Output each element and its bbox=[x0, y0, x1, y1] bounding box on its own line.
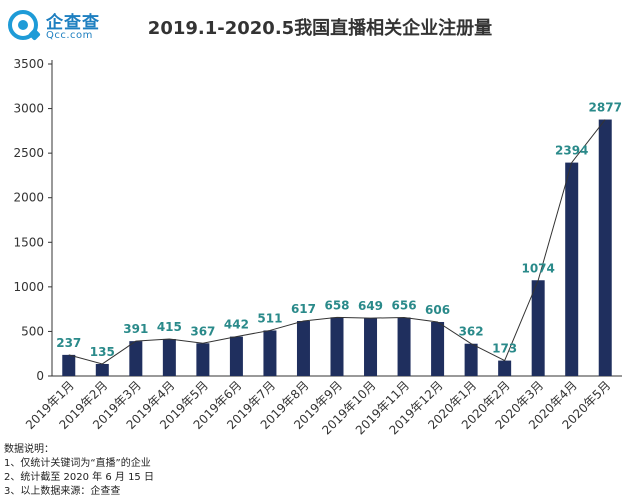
bar bbox=[531, 280, 545, 376]
y-tick-label: 3000 bbox=[13, 102, 44, 116]
notes-line: 1、仅统计关键词为“直播”的企业 bbox=[4, 458, 151, 469]
data-label: 415 bbox=[157, 320, 182, 334]
bar bbox=[196, 343, 210, 376]
logo-domain: Qcc.com bbox=[46, 30, 93, 41]
y-tick-label: 1500 bbox=[13, 235, 44, 249]
bar bbox=[498, 360, 512, 376]
bar bbox=[95, 363, 109, 376]
y-tick-label: 2000 bbox=[13, 191, 44, 205]
data-label: 1074 bbox=[521, 261, 554, 275]
bar bbox=[397, 317, 411, 376]
data-notes: 数据说明： 1、仅统计关键词为“直播”的企业 2、统计截至 2020 年 6 月… bbox=[4, 443, 154, 499]
data-label: 367 bbox=[190, 324, 215, 338]
data-label: 656 bbox=[392, 299, 417, 313]
bar bbox=[162, 339, 176, 376]
notes-heading: 数据说明： bbox=[4, 444, 54, 455]
data-label: 391 bbox=[123, 322, 148, 336]
data-label: 511 bbox=[257, 311, 282, 325]
bar bbox=[431, 321, 445, 376]
y-tick-label: 500 bbox=[21, 324, 44, 338]
data-label: 362 bbox=[459, 325, 484, 339]
data-label: 617 bbox=[291, 302, 316, 316]
bar bbox=[565, 162, 579, 376]
bar bbox=[129, 341, 143, 376]
data-label: 2394 bbox=[555, 144, 588, 158]
data-label: 658 bbox=[324, 298, 349, 312]
qcc-logo: 企查查 Qcc.com bbox=[8, 8, 118, 48]
y-tick-label: 1000 bbox=[13, 280, 44, 294]
data-label: 173 bbox=[492, 342, 517, 356]
notes-line: 2、统计截至 2020 年 6 月 15 日 bbox=[4, 472, 154, 483]
bar-chart: 0 500 1000 1500 2000 2500 3000 3500 237 135 391 415… bbox=[13, 57, 622, 437]
bar bbox=[296, 320, 310, 376]
y-tick-label: 0 bbox=[36, 369, 44, 383]
logo-name: 企查查 bbox=[46, 13, 100, 33]
bar bbox=[62, 354, 76, 376]
data-label: 442 bbox=[224, 318, 249, 332]
trend-line bbox=[68, 119, 606, 365]
notes-line: 3、以上数据来源：企查查 bbox=[4, 486, 121, 497]
y-tick-label: 3500 bbox=[13, 57, 44, 71]
bar bbox=[229, 336, 243, 376]
data-label: 2877 bbox=[589, 101, 622, 115]
data-label: 649 bbox=[358, 299, 383, 313]
data-label: 135 bbox=[90, 345, 115, 359]
data-label: 237 bbox=[56, 336, 81, 350]
bar bbox=[464, 343, 478, 376]
data-label: 606 bbox=[425, 303, 450, 317]
chart-title: 2019.1-2020.5我国直播相关企业注册量 bbox=[147, 18, 493, 39]
magnifier-icon bbox=[8, 10, 38, 40]
bar bbox=[598, 119, 612, 376]
bar bbox=[364, 318, 378, 376]
bar bbox=[263, 330, 277, 376]
y-tick-label: 2500 bbox=[13, 146, 44, 160]
bar bbox=[330, 317, 344, 376]
